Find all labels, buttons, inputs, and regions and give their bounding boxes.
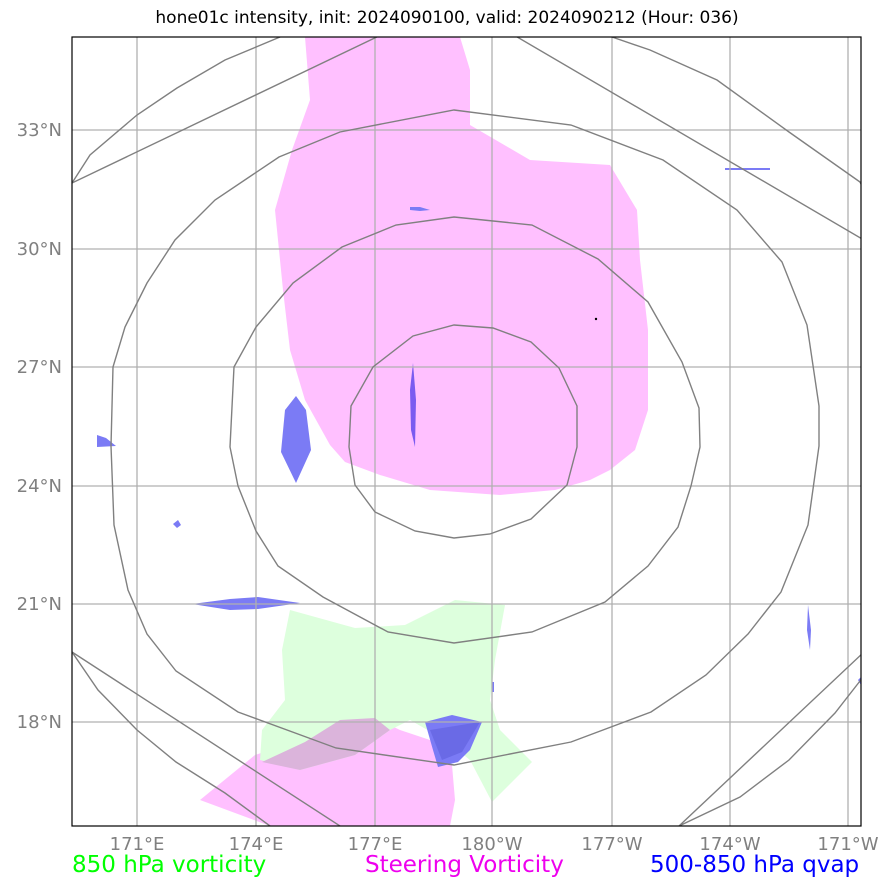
map-title: hone01c intensity, init: 2024090100, val… [155,8,739,28]
lon-label: 174°E [229,834,284,855]
lon-label: 180°W [461,834,522,855]
steering-vorticity-field [200,37,648,826]
plot-frame [71,36,862,827]
lat-label: 24°N [17,476,62,497]
lon-label: 171°W [817,834,878,855]
lat-label: 18°N [17,712,62,733]
legend-qvap: 500-850 hPa qvap [650,852,860,878]
lat-label: 30°N [17,239,62,260]
distance-rings [72,37,861,826]
lon-label: 177°E [348,834,403,855]
legend-vort850: 850 hPa vorticity [72,852,267,878]
lat-tick-labels: 33°N 30°N 27°N 24°N 21°N 18°N [17,120,62,733]
lon-label: 177°W [581,834,642,855]
lon-label: 171°E [110,834,165,855]
legend-steering-vorticity: Steering Vorticity [365,852,564,878]
lat-label: 33°N [17,120,62,141]
lon-label: 174°W [699,834,760,855]
lat-label: 27°N [17,357,62,378]
lat-label: 21°N [17,594,62,615]
storm-center-marker [594,317,598,321]
lon-tick-labels: 171°E 174°E 177°E 180°W 177°W 174°W 171°… [110,834,879,855]
